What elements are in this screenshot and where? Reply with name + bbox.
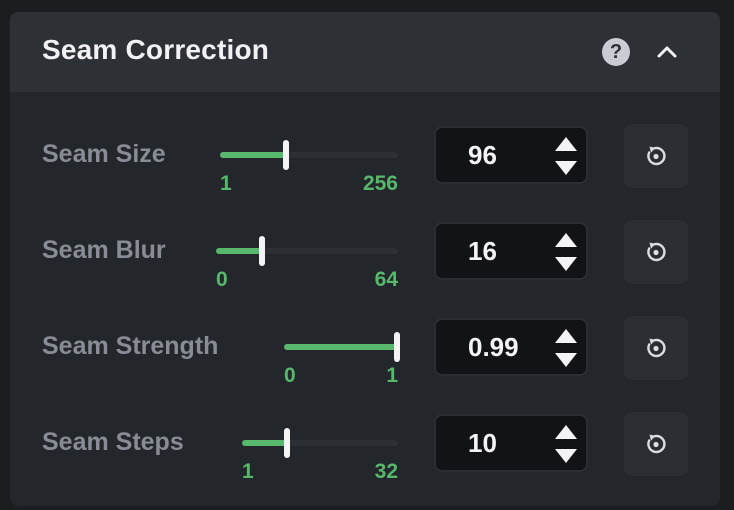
seam-blur-reset-button[interactable] xyxy=(624,220,688,284)
panel-title: Seam Correction xyxy=(42,34,270,65)
seam-blur-value[interactable]: 16 xyxy=(468,236,497,266)
triangle-up-icon[interactable] xyxy=(554,136,578,152)
seam-strength-reset-button[interactable] xyxy=(624,316,688,380)
slider-thumb[interactable] xyxy=(284,428,291,458)
slider-track[interactable] xyxy=(220,152,398,158)
row-seam-blur: Seam Blur 0 64 16 xyxy=(10,220,720,300)
row-seam-strength: Seam Strength 0 1 0.99 xyxy=(10,316,720,396)
slider-fill xyxy=(242,440,288,446)
slider-track[interactable] xyxy=(216,248,398,254)
slider-max-label: 32 xyxy=(374,460,398,483)
slider-min-label: 1 xyxy=(220,172,232,195)
seam-steps-label: Seam Steps xyxy=(42,428,184,456)
seam-strength-label: Seam Strength xyxy=(42,332,219,360)
help-icon[interactable]: ? xyxy=(602,38,630,66)
seam-steps-slider[interactable]: 1 32 xyxy=(242,412,398,483)
row-seam-size: Seam Size 1 256 96 xyxy=(10,124,720,204)
seam-size-value[interactable]: 96 xyxy=(468,140,497,170)
slider-min-label: 0 xyxy=(216,268,228,291)
slider-min-label: 1 xyxy=(242,460,254,483)
slider-max-label: 64 xyxy=(374,268,398,291)
slider-fill xyxy=(284,344,397,350)
seam-size-reset-button[interactable] xyxy=(624,124,688,188)
slider-fill xyxy=(220,152,286,158)
seam-strength-input[interactable]: 0.99 xyxy=(434,318,588,376)
seam-steps-reset-button[interactable] xyxy=(624,412,688,476)
slider-max-label: 1 xyxy=(386,364,398,387)
slider-max-label: 256 xyxy=(362,172,398,195)
triangle-up-icon[interactable] xyxy=(554,424,578,440)
triangle-down-icon[interactable] xyxy=(554,448,578,464)
seam-size-slider[interactable]: 1 256 xyxy=(220,124,398,195)
panel-header[interactable]: Seam Correction ? xyxy=(10,12,720,92)
reset-icon xyxy=(647,434,666,454)
seam-blur-input[interactable]: 16 xyxy=(434,222,588,280)
slider-thumb[interactable] xyxy=(393,332,400,362)
seam-blur-label: Seam Blur xyxy=(42,236,166,264)
seam-size-label: Seam Size xyxy=(42,140,166,168)
triangle-down-icon[interactable] xyxy=(554,160,578,176)
seam-strength-slider[interactable]: 0 1 xyxy=(284,316,400,387)
reset-icon xyxy=(647,242,666,262)
slider-min-label: 0 xyxy=(284,364,296,387)
chevron-up-icon[interactable] xyxy=(654,40,680,64)
slider-thumb[interactable] xyxy=(282,140,289,170)
seam-steps-input[interactable]: 10 xyxy=(434,414,588,472)
triangle-up-icon[interactable] xyxy=(554,328,578,344)
triangle-down-icon[interactable] xyxy=(554,256,578,272)
seam-strength-value[interactable]: 0.99 xyxy=(468,332,519,362)
triangle-up-icon[interactable] xyxy=(554,232,578,248)
triangle-down-icon[interactable] xyxy=(554,352,578,368)
slider-track[interactable] xyxy=(242,440,398,446)
slider-thumb[interactable] xyxy=(258,236,265,266)
reset-icon xyxy=(647,338,666,358)
reset-icon xyxy=(647,146,666,166)
seam-blur-slider[interactable]: 0 64 xyxy=(216,220,398,291)
slider-fill xyxy=(216,248,262,254)
seam-correction-panel: Seam Correction ? Seam Size 1 256 96 xyxy=(10,12,720,506)
seam-steps-value[interactable]: 10 xyxy=(468,428,497,458)
seam-size-input[interactable]: 96 xyxy=(434,126,588,184)
row-seam-steps: Seam Steps 1 32 10 xyxy=(10,412,720,492)
